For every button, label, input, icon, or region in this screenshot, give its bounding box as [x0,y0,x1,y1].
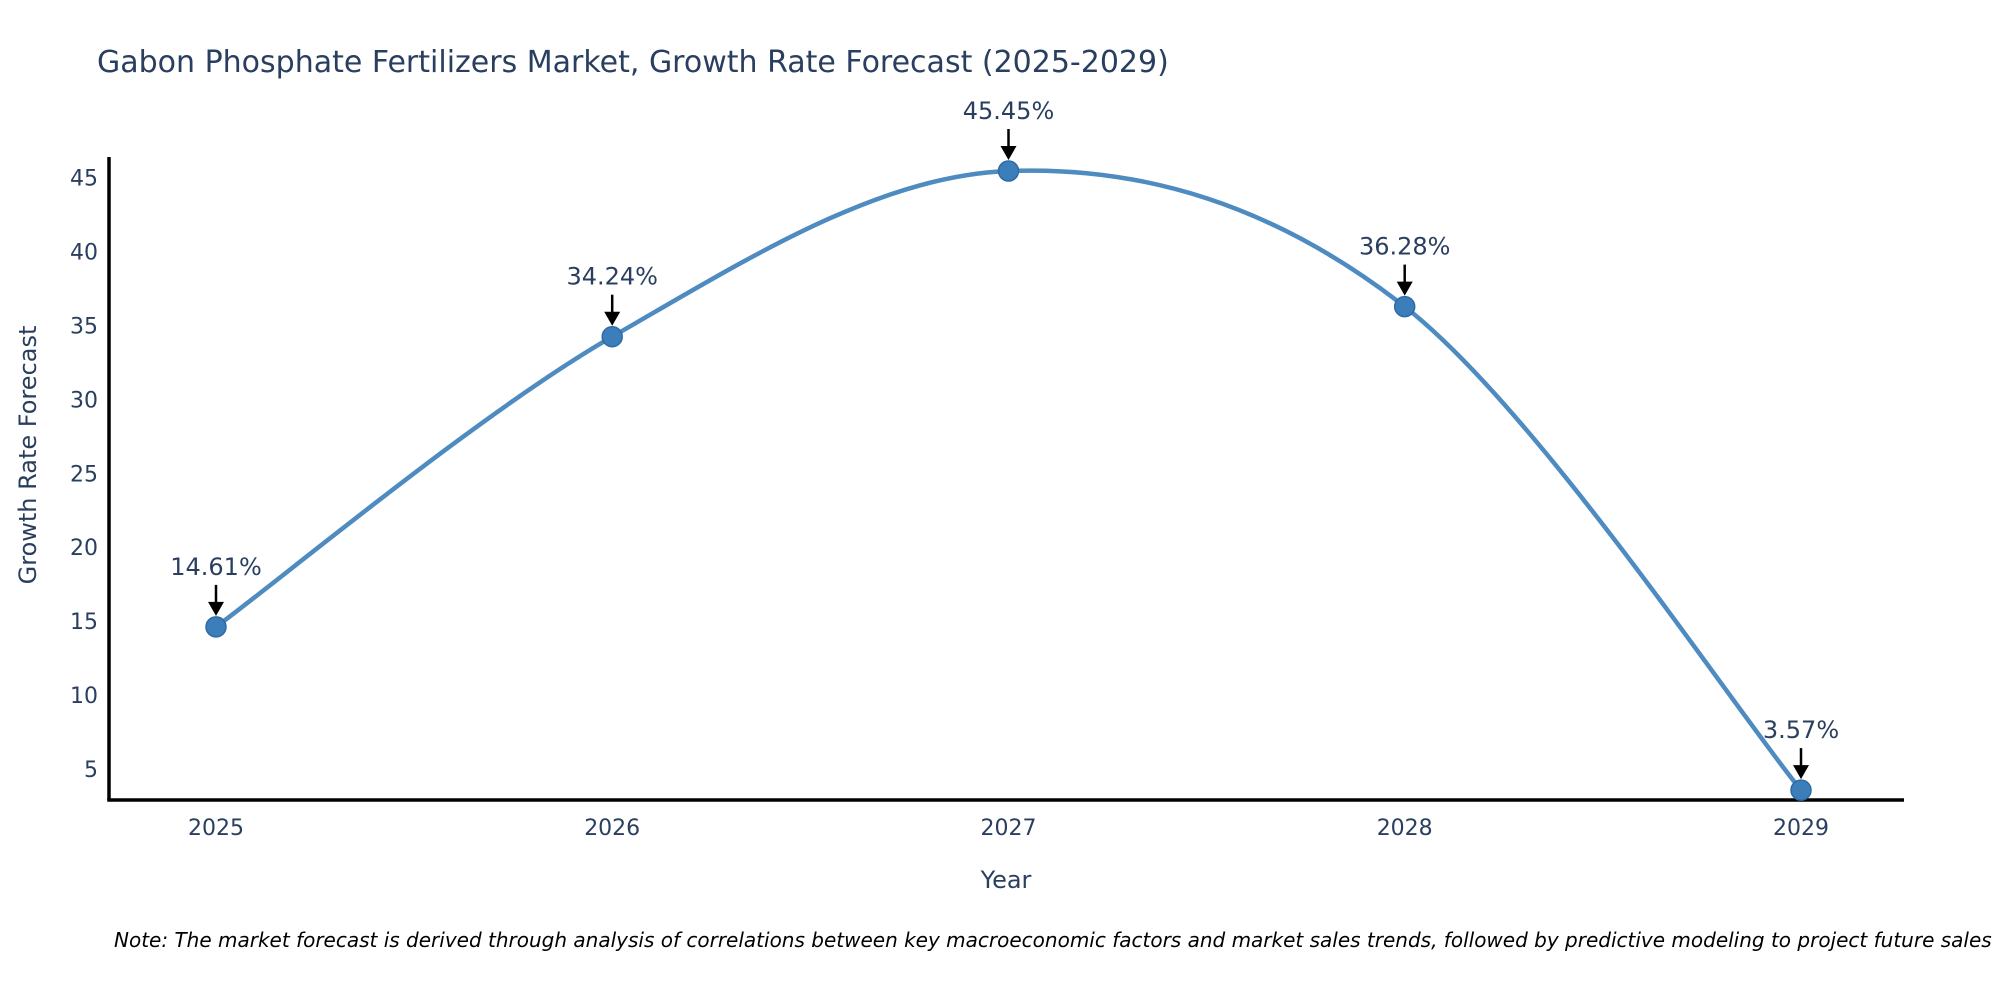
annotation-arrowhead-icon [1793,765,1809,780]
point-annotations: 14.61% 34.24% 45.45% 36.28% 3.57% [170,97,1839,780]
y-tick-label: 30 [70,388,98,413]
y-tick-label: 5 [84,758,98,783]
y-tick-label: 45 [70,167,98,192]
annotation-value-label: 14.61% [170,553,262,581]
annotation-arrowhead-icon [1000,146,1017,160]
annotation-value-label: 45.45% [963,97,1055,125]
data-point-marker[interactable] [601,325,623,348]
x-tick-label: 2028 [1377,816,1433,841]
x-tick-label: 2026 [584,816,640,841]
x-tick-label: 2025 [188,816,244,841]
annotation-value-label: 3.57% [1763,716,1839,744]
data-point-marker[interactable] [1790,779,1812,801]
annotation-value-label: 36.28% [1359,233,1451,261]
data-point-marker[interactable] [1393,295,1416,318]
y-tick-label: 20 [70,536,98,561]
forecast-line-series [205,160,1812,801]
annotation-value-label: 34.24% [566,263,658,291]
y-tick-label: 10 [70,684,98,709]
forecast-spline [213,168,1804,793]
footnote: Note: The market forecast is derived thr… [114,928,1992,952]
x-axis-tick-labels: 2025 2026 2027 2028 2029 [188,816,1829,841]
x-axis-title: Year [980,866,1032,894]
y-axis-title: Growth Rate Forecast [14,326,42,585]
y-tick-label: 35 [70,315,98,340]
x-tick-label: 2029 [1773,816,1829,841]
y-tick-label: 15 [70,610,98,635]
y-tick-label: 40 [70,241,98,266]
annotation-arrowhead-icon [208,601,224,616]
annotation-arrowhead-icon [1396,281,1413,296]
x-tick-label: 2027 [981,816,1037,841]
data-point-marker[interactable] [997,160,1020,182]
y-axis-tick-labels: 5 10 15 20 25 30 35 40 45 [70,167,98,783]
y-tick-label: 25 [70,462,98,487]
data-point-marker[interactable] [205,616,227,638]
chart-title: Gabon Phosphate Fertilizers Market, Grow… [97,45,1169,80]
annotation-arrowhead-icon [604,311,621,326]
